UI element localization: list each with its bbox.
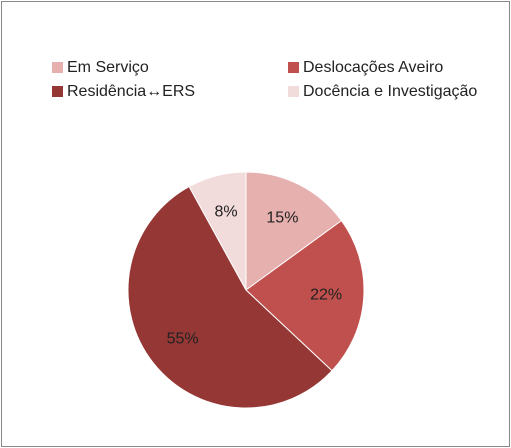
data-label: 15% (266, 210, 298, 227)
legend-swatch (52, 86, 63, 97)
pie-slice (245, 171, 343, 291)
legend-label: Em Serviço (67, 59, 149, 76)
legend-swatch (52, 62, 63, 73)
pie-slice (245, 219, 365, 372)
legend-swatch (288, 86, 299, 97)
legend-label: Deslocações Aveiro (303, 59, 443, 76)
legend-label: Docência e Investigação (303, 83, 477, 100)
data-label: 8% (214, 203, 237, 220)
legend-label: Residência↔ERS (67, 83, 195, 100)
data-label: 55% (167, 330, 199, 347)
data-label: 22% (310, 286, 342, 303)
pie-slice (127, 185, 333, 409)
legend-swatch (288, 62, 299, 73)
pie-slice (188, 171, 247, 291)
